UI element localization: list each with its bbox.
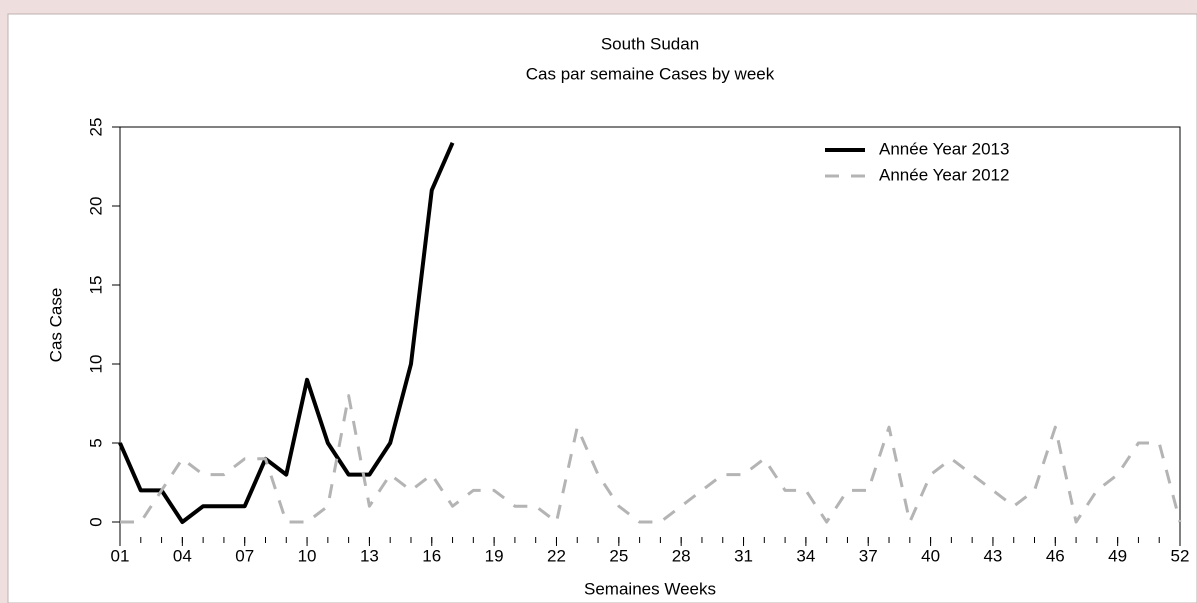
x-tick-label: 07 bbox=[235, 546, 254, 565]
x-axis-label: Semaines Weeks bbox=[584, 579, 716, 598]
x-tick-label: 01 bbox=[111, 546, 130, 565]
x-tick-label: 34 bbox=[796, 546, 815, 565]
series-line bbox=[118, 141, 455, 524]
y-axis-label: Cas Case bbox=[46, 288, 65, 363]
x-tick-label: 16 bbox=[422, 546, 441, 565]
legend-label: Année Year 2013 bbox=[879, 139, 1009, 158]
x-tick-label: 46 bbox=[1046, 546, 1065, 565]
y-tick-label: 15 bbox=[86, 276, 105, 295]
x-tick-label: 10 bbox=[298, 546, 317, 565]
y-tick-label: 10 bbox=[86, 355, 105, 374]
plot-frame bbox=[119, 126, 1181, 537]
x-tick-label: 04 bbox=[173, 546, 192, 565]
x-tick-label: 49 bbox=[1108, 546, 1127, 565]
x-tick-label: 25 bbox=[609, 546, 628, 565]
y-tick-label: 5 bbox=[86, 438, 105, 447]
y-tick-label: 0 bbox=[86, 517, 105, 526]
chart-subtitle: Cas par semaine Cases by week bbox=[526, 64, 775, 83]
x-tick-label: 43 bbox=[983, 546, 1002, 565]
x-tick-label: 31 bbox=[734, 546, 753, 565]
x-tick-label: 28 bbox=[672, 546, 691, 565]
x-tick-label: 22 bbox=[547, 546, 566, 565]
series-line bbox=[120, 394, 1182, 524]
chart-title: South Sudan bbox=[601, 34, 699, 53]
x-tick-label: 19 bbox=[485, 546, 504, 565]
x-tick-label: 40 bbox=[921, 546, 940, 565]
x-tick-label: 37 bbox=[859, 546, 878, 565]
panel bbox=[7, 13, 1197, 603]
legend-label: Année Year 2012 bbox=[879, 165, 1009, 184]
x-tick-label: 13 bbox=[360, 546, 379, 565]
y-tick-label: 25 bbox=[86, 118, 105, 137]
x-tick-label: 52 bbox=[1171, 546, 1190, 565]
y-tick-label: 20 bbox=[86, 197, 105, 216]
